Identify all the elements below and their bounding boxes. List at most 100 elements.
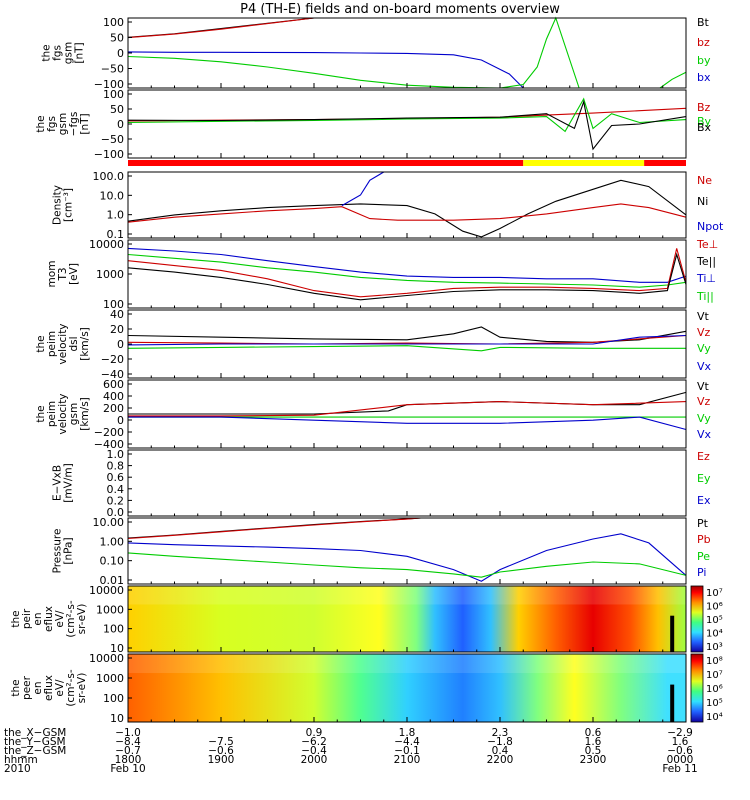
colorbar-tick-label: 10⁶ — [706, 684, 723, 695]
y-axis-label-line: eV/ — [54, 610, 66, 628]
legend-label: Npot — [697, 220, 724, 233]
date-label: Feb 10 — [110, 763, 145, 775]
y-axis-label-line: E−VxB — [52, 465, 64, 501]
y-tick-label: −40 — [101, 368, 124, 381]
y-tick-label: 10 — [110, 712, 124, 725]
y-axis-label-line: the — [10, 610, 22, 627]
bottom-row-label: the_Z−GSM — [4, 745, 66, 757]
legend-label: Ti|| — [696, 290, 714, 303]
bottom-axis-value: −8.4 — [115, 736, 141, 748]
legend-label: Vz — [697, 395, 711, 408]
y-axis-label-line: T3 — [57, 267, 69, 281]
y-axis-label-line: the — [35, 405, 47, 422]
y-tick-label: 0.10 — [100, 555, 125, 568]
y-axis-label-line: peim — [46, 401, 58, 427]
legend-label: Vt — [697, 380, 710, 393]
legend-label: Te⊥ — [696, 238, 718, 251]
y-tick-label: 100 — [103, 88, 124, 101]
y-tick-label: 100 — [103, 692, 124, 705]
panel-6: VtVzVyVx6004002000−200−400thepeimvelocit… — [35, 378, 712, 451]
plot-frame — [127, 449, 687, 517]
bottom-axis-value: −2.9 — [667, 727, 693, 739]
bottom-axis-value: 0.9 — [306, 727, 323, 739]
y-axis-label-line: −fgs — [68, 112, 80, 137]
y-tick-label: 10.0 — [100, 189, 125, 202]
y-tick-label: 50 — [110, 32, 124, 45]
bottom-row-label: 2010 — [4, 763, 31, 775]
bottom-axis-value: 2.3 — [492, 727, 509, 739]
y-axis-label-line: peer — [21, 675, 33, 700]
y-tick-label: 600 — [103, 378, 124, 391]
y-tick-label: 1.0 — [107, 209, 125, 222]
y-tick-label: 400 — [103, 390, 124, 403]
y-axis-label-line: en — [32, 681, 44, 694]
y-axis-label-line: Pressure — [52, 529, 64, 574]
bottom-axis-labels: the_X−GSM −1.0 0.9 1.8 2.3 0.6 −2.9 the_Y−GSM −8… — [4, 727, 698, 775]
bottom-axis-value: 2300 — [580, 754, 607, 766]
y-tick-label: 20 — [110, 323, 124, 336]
legend-label: Vz — [697, 326, 711, 339]
panel-1: Bt bz by bx 100 50 0 −50 −100 thefgsgsm[nT] — [41, 16, 711, 91]
y-tick-label: 0.1 — [107, 228, 125, 241]
y-axis-label: thefgsgsm[nT] — [41, 42, 86, 64]
y-tick-label: 10 — [110, 642, 124, 655]
y-axis-label-line: velocity — [57, 393, 69, 434]
legend-label: bx — [697, 71, 711, 84]
bottom-axis-value: 2000 — [301, 754, 328, 766]
y-tick-label: 10000 — [89, 584, 124, 597]
y-tick-label: 0 — [117, 47, 124, 60]
bottom-axis-value: 1800 — [115, 754, 142, 766]
plot-frame — [127, 517, 687, 585]
legend-label: Ex — [697, 494, 711, 507]
y-axis-label: thepeerenefluxeV/(cm²-s-sr-eV) — [10, 669, 88, 707]
y-tick-label: 0.2 — [107, 494, 125, 507]
y-axis-label-line: peim — [46, 331, 58, 357]
y-tick-label: 0 — [117, 338, 124, 351]
y-tick-label: 1.0 — [107, 448, 125, 461]
colorbar — [690, 585, 704, 653]
legend-label: Vy — [697, 412, 711, 425]
y-axis-label-line: (cm²-s- — [65, 600, 77, 638]
legend-label: Vy — [697, 342, 711, 355]
y-axis-label: Density[cm⁻³] — [52, 185, 75, 225]
y-axis-label-line: the — [35, 335, 47, 352]
y-tick-label: 1000 — [96, 268, 124, 281]
bottom-row-label: the_Y−GSM — [4, 736, 66, 748]
y-tick-label: 100 — [103, 16, 124, 29]
y-tick-label: 0.01 — [100, 574, 125, 587]
legend-label: Pb — [697, 533, 711, 546]
legend-label: bz — [697, 36, 710, 49]
y-tick-label: −200 — [94, 426, 124, 439]
y-tick-label: 0.4 — [107, 483, 125, 496]
y-tick-label: 100 — [103, 623, 124, 636]
legend-label: Ni — [697, 195, 708, 208]
y-axis-label-line: fgs — [52, 45, 64, 61]
y-tick-label: 0.8 — [107, 460, 125, 473]
colorbar-tick-label: 10⁷ — [706, 670, 723, 681]
legend-label: Ez — [697, 450, 710, 463]
legend-label: Ti⊥ — [696, 272, 716, 285]
y-axis-label-line: sr-eV) — [76, 604, 88, 635]
y-tick-label: 10000 — [89, 238, 124, 251]
series-vt-line — [128, 391, 687, 415]
y-axis-label-line: [eV] — [68, 263, 80, 285]
bottom-axis-value: 1.6 — [585, 736, 602, 748]
y-axis-label-line: [nT] — [74, 42, 86, 63]
y-tick-label: 200 — [103, 402, 124, 415]
bottom-axis-value: 2100 — [394, 754, 421, 766]
panel-4: Te⊥ Te|| Ti⊥ Ti|| 10000 1000 100 momT3[eV] — [46, 238, 718, 311]
bottom-axis-value: −0.1 — [394, 745, 420, 757]
series-bx-line — [127, 51, 524, 89]
series-te-line — [127, 248, 687, 298]
colorbar-tick-label: 10⁴ — [706, 629, 723, 640]
series-vx-line — [127, 334, 687, 346]
bottom-axis-value: −1.0 — [115, 727, 141, 739]
series-ti-line — [127, 253, 687, 288]
series-vx-line — [128, 416, 687, 431]
bottom-axis-value: −1.8 — [487, 736, 513, 748]
plot-frame — [127, 239, 687, 309]
y-axis-label: thefgsgsm−fgs[nT] — [35, 112, 91, 137]
series-npot-line — [341, 171, 398, 207]
date-label: Feb 11 — [662, 763, 697, 775]
